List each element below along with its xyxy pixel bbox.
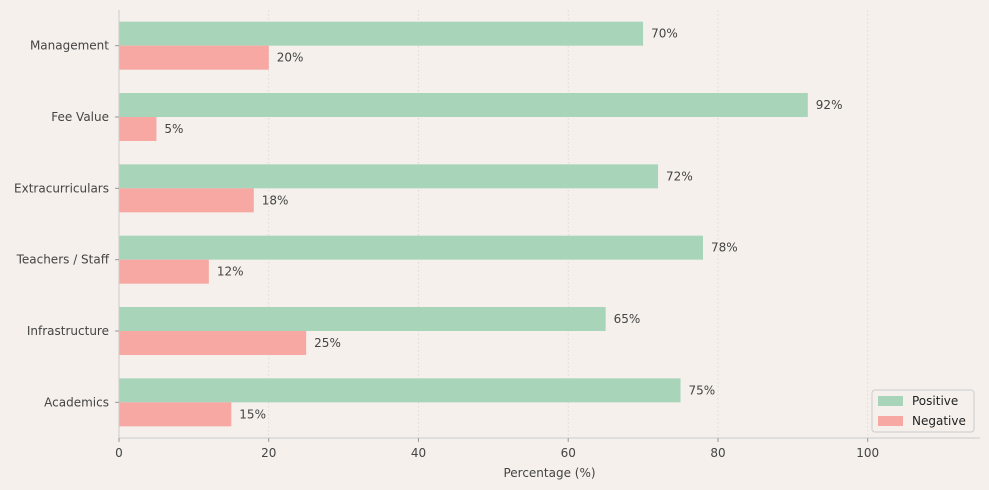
x-tick-label: 100 — [856, 446, 879, 460]
data-label-positive: 65% — [614, 312, 641, 326]
legend-swatch-negative — [878, 416, 903, 426]
y-tick-label: Academics — [44, 395, 109, 409]
bar-positive — [119, 235, 703, 260]
grid-lines — [268, 10, 869, 438]
data-label-positive: 75% — [689, 383, 716, 397]
data-label-positive: 70% — [651, 27, 678, 41]
x-tick-label: 0 — [115, 446, 123, 460]
bar-negative — [119, 402, 232, 427]
y-tick-label: Teachers / Staff — [16, 253, 110, 267]
bar-negative — [119, 45, 269, 70]
x-tick-label: 60 — [561, 446, 576, 460]
bar-positive — [119, 378, 681, 403]
data-label-negative: 25% — [314, 336, 341, 350]
data-labels: 70% 20% 92% 5% 72% 18% 78% 12% 65% 25% 75% 15% — [164, 27, 842, 422]
data-label-negative: 15% — [239, 407, 266, 421]
legend-label-positive: Positive — [912, 394, 958, 408]
legend-label-negative: Negative — [912, 414, 966, 428]
y-tick-label: Management — [30, 39, 109, 53]
x-tick-label: 40 — [411, 446, 426, 460]
data-label-positive: 72% — [666, 169, 693, 183]
bar-negative — [119, 188, 254, 213]
y-tick-label: Fee Value — [51, 110, 109, 124]
y-tick-label: Infrastructure — [27, 324, 109, 338]
data-label-negative: 18% — [262, 193, 289, 207]
bar-negative — [119, 331, 307, 355]
bar-positive — [119, 21, 644, 46]
data-label-positive: 92% — [816, 98, 843, 112]
legend: Positive Negative — [871, 389, 975, 433]
bar-positive — [119, 307, 606, 331]
y-tick-label: Extracurriculars — [14, 181, 109, 195]
bar-negative — [119, 117, 157, 141]
legend-swatch-positive — [878, 396, 903, 406]
x-tick-label: 80 — [710, 446, 725, 460]
axes — [118, 10, 980, 439]
bar-positive — [119, 93, 808, 117]
x-axis-title: Percentage (%) — [503, 466, 595, 480]
data-label-negative: 5% — [164, 122, 183, 136]
bar-negative — [119, 259, 209, 284]
y-tick-labels: Management Fee Value Extracurriculars Teach… — [14, 39, 119, 409]
data-label-positive: 78% — [711, 241, 738, 255]
bars — [119, 21, 808, 427]
data-label-negative: 20% — [277, 51, 304, 65]
x-tick-labels: 0 20 40 60 80 100 — [115, 438, 879, 460]
bar-positive — [119, 164, 659, 189]
x-tick-label: 20 — [261, 446, 276, 460]
data-label-negative: 12% — [217, 265, 244, 279]
